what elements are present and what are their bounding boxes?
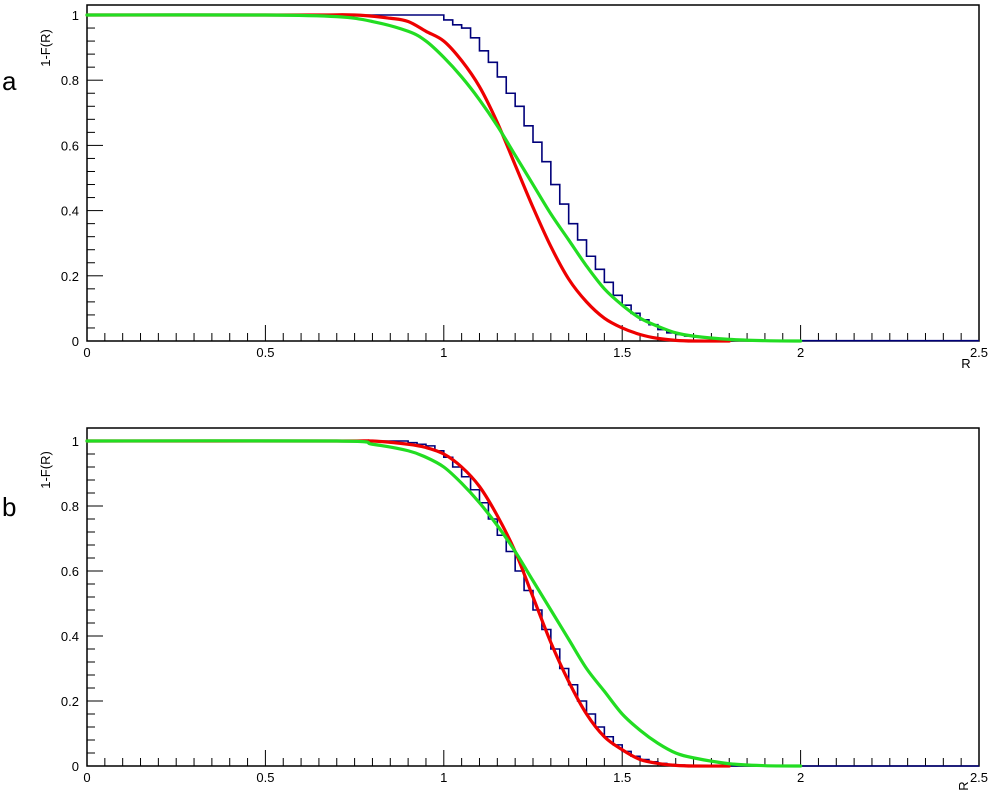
y-tick-label: 0 (72, 334, 79, 349)
axis-ticks (86, 14, 980, 342)
panel-b-chart: 0 0.5 1 1.5 2 2.5 0 0.2 0.4 0.6 0.8 1 1-F(R) R (38, 427, 988, 791)
axis-ticks (86, 440, 980, 767)
y-tick-label: 0.4 (61, 204, 79, 219)
green-fit-curve (85, 13, 803, 343)
y-tick-label: 0.8 (61, 499, 79, 514)
histogram-step-line (87, 14, 979, 342)
histogram-step-line (87, 440, 979, 767)
green-fit-curve (85, 439, 803, 768)
red-fit-curve (85, 13, 731, 343)
fit-curves (85, 13, 803, 343)
y-axis-title: 1-F(R) (38, 451, 53, 489)
x-tick-label: 0 (83, 770, 90, 785)
x-tick-label: 1 (440, 770, 447, 785)
x-tick-label: 1.5 (613, 345, 631, 360)
x-tick-label: 0.5 (256, 345, 274, 360)
plot-frame (86, 4, 980, 342)
y-tick-label: 0.4 (61, 629, 79, 644)
x-axis-title: R (961, 356, 970, 371)
x-axis-title: R (956, 781, 971, 790)
y-tick-label: 1 (72, 434, 79, 449)
y-tick-label: 0.2 (61, 269, 79, 284)
y-tick-label: 0.2 (61, 694, 79, 709)
x-tick-label: 2.5 (970, 345, 988, 360)
x-tick-label: 2.5 (970, 770, 988, 785)
axis-tick-labels: 0 0.5 1 1.5 2 2.5 0 0.2 0.4 0.6 0.8 1 (61, 434, 988, 785)
y-tick-label: 0 (72, 759, 79, 774)
y-tick-label: 0.6 (61, 564, 79, 579)
x-tick-label: 1.5 (613, 770, 631, 785)
y-tick-label: 0.6 (61, 138, 79, 153)
red-fit-curve (85, 439, 731, 768)
panel-letter-b: b (2, 492, 16, 522)
x-tick-label: 0.5 (256, 770, 274, 785)
y-tick-label: 0.8 (61, 73, 79, 88)
y-axis-title: 1-F(R) (38, 29, 53, 67)
histogram-series (87, 14, 979, 342)
histogram-series (87, 440, 979, 767)
fit-curves (85, 439, 803, 768)
y-tick-label: 1 (72, 8, 79, 23)
x-tick-label: 2 (797, 345, 804, 360)
panel-a-chart: 0 0.5 1 1.5 2 2.5 0 0.2 0.4 0.6 0.8 1 1-F(R) R (38, 4, 988, 371)
x-tick-label: 2 (797, 770, 804, 785)
x-tick-label: 1 (440, 345, 447, 360)
axis-tick-labels: 0 0.5 1 1.5 2 2.5 0 0.2 0.4 0.6 0.8 1 (61, 8, 988, 360)
panel-letter-a: a (2, 66, 17, 96)
x-tick-label: 0 (83, 345, 90, 360)
